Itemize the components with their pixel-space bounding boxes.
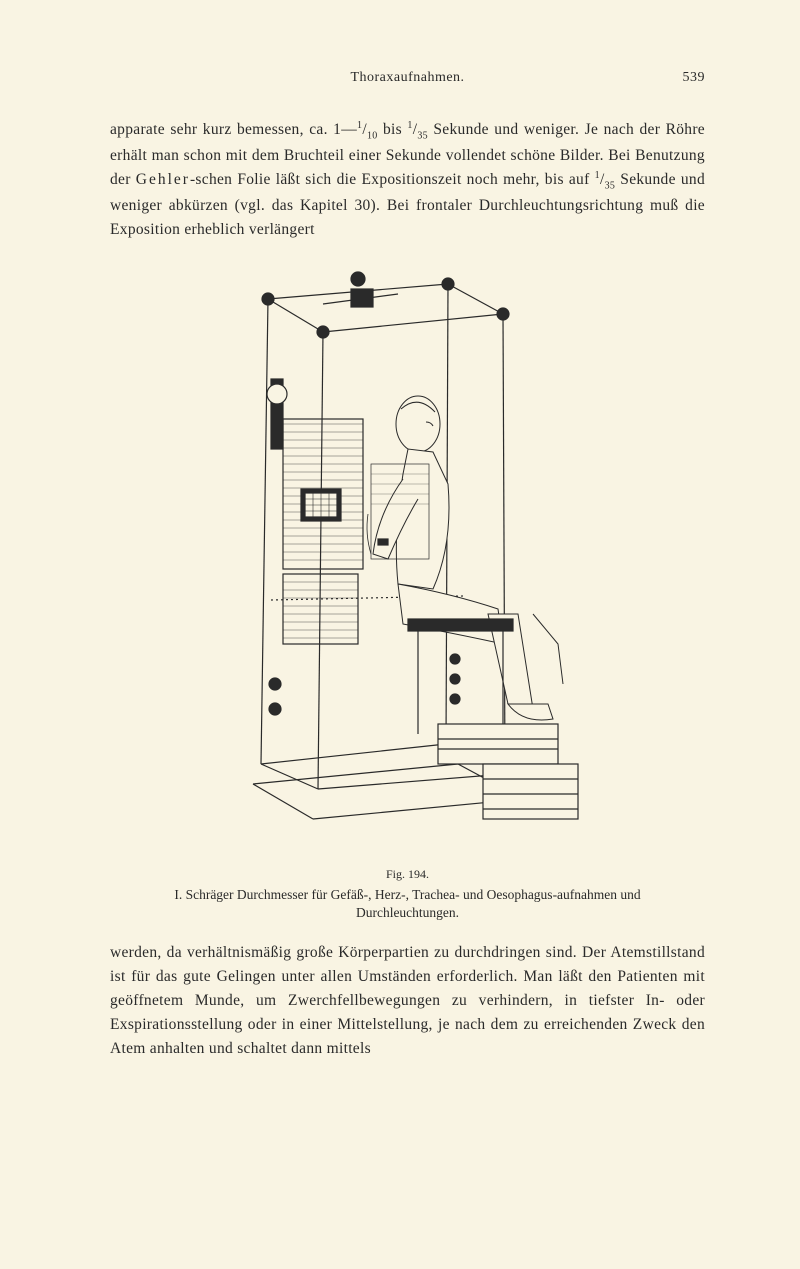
figure-caption: I. Schräger Durchmesser für Gefäß-, Herz… — [110, 886, 705, 924]
page-number: 539 — [655, 70, 705, 86]
paragraph-2: werden, da verhältnismäßig große Körperp… — [110, 941, 705, 1061]
figure-194-illustration — [223, 264, 593, 859]
paragraph-1: apparate sehr kurz bemessen, ca. 1—1/10 … — [110, 118, 705, 242]
figure-label: Fig. 194. — [110, 867, 705, 882]
section-title: Thoraxaufnahmen. — [160, 70, 655, 86]
